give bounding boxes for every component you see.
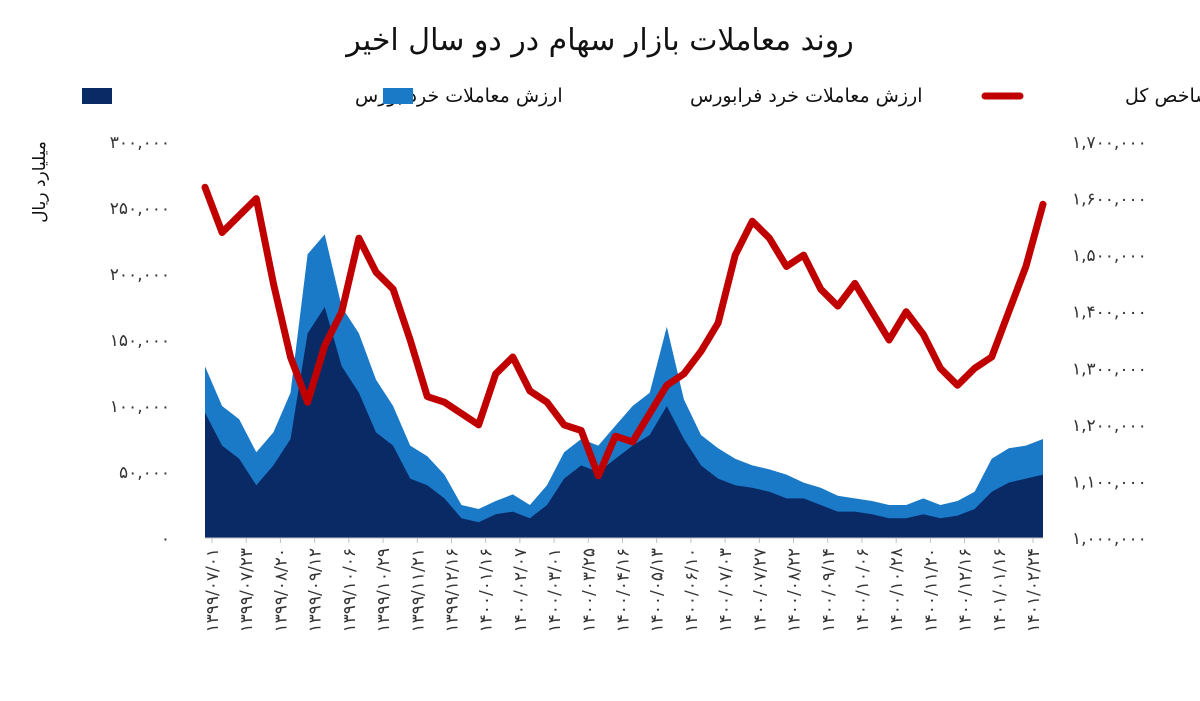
y-tick-right: ۱,۵۰۰,۰۰۰ — [1072, 246, 1147, 266]
y-tick-left: ۲۵۰,۰۰۰ — [110, 199, 170, 219]
area-series-0 — [205, 307, 1043, 538]
x-tick-label: ۱۳۹۹/۱۰/۰۶ — [340, 548, 360, 633]
legend-swatch-bourse — [82, 88, 112, 104]
y-axis-label-left: میلیارد ریال — [30, 141, 50, 223]
y-tick-left: ۵۰,۰۰۰ — [119, 463, 170, 483]
y-tick-right: ۱,۴۰۰,۰۰۰ — [1072, 303, 1147, 323]
x-tick-label: ۱۴۰۰/۰۵/۱۳ — [648, 548, 668, 633]
x-tick-label: ۱۳۹۹/۰۹/۱۲ — [306, 548, 326, 633]
y-tick-right: ۱,۶۰۰,۰۰۰ — [1072, 190, 1147, 210]
x-tick-label: ۱۴۰۰/۰۹/۱۴ — [819, 548, 839, 633]
y-tick-right: ۱,۰۰۰,۰۰۰ — [1072, 529, 1147, 549]
plot-area — [201, 183, 1047, 539]
y-tick-left: ۳۰۰,۰۰۰ — [110, 133, 170, 153]
x-tick-label: ۱۴۰۰/۱۰/۰۶ — [853, 548, 873, 633]
legend-label-farabourse: ارزش معاملات خرد فرابورس — [690, 85, 922, 107]
x-tick-label: ۱۴۰۰/۱۱/۲۰ — [921, 548, 941, 633]
x-tick-label: ۱۴۰۰/۰۱/۱۶ — [477, 548, 497, 633]
y-tick-right: ۱,۲۰۰,۰۰۰ — [1072, 416, 1147, 436]
y-tick-right: ۱,۳۰۰,۰۰۰ — [1072, 359, 1147, 379]
x-tick-label: ۱۴۰۰/۰۷/۲۷ — [750, 548, 770, 633]
x-tick-label: ۱۴۰۰/۰۳/۰۱ — [545, 548, 565, 633]
line-series-index — [201, 183, 1047, 480]
y-tick-right: ۱,۱۰۰,۰۰۰ — [1072, 472, 1147, 492]
y-tick-left: ۱۵۰,۰۰۰ — [110, 331, 170, 351]
x-tick-label: ۱۴۰۱/۰۲/۲۴ — [1024, 548, 1044, 633]
x-tick-label: ۱۳۹۹/۱۱/۲۱ — [408, 548, 428, 633]
y-axis-left: ۳۰۰,۰۰۰ ۲۵۰,۰۰۰ ۲۰۰,۰۰۰ ۱۵۰,۰۰۰ ۱۰۰,۰۰۰ ۵۰,۰۰… — [110, 133, 170, 549]
area-series-1 — [205, 234, 1043, 538]
x-tick-label: ۱۳۹۹/۱۰/۲۹ — [374, 548, 394, 633]
y-tick-left: ۰ — [161, 529, 170, 549]
x-tick-label: ۱۴۰۰/۰۸/۲۲ — [785, 548, 805, 633]
legend-label-index: شاخص کل — [1125, 85, 1200, 107]
x-tick-label: ۱۳۹۹/۰۸/۲۰ — [271, 548, 291, 633]
x-tick-label: ۱۴۰۰/۰۶/۱۰ — [682, 548, 702, 633]
x-tick-label: ۱۳۹۹/۰۷/۰۱ — [203, 548, 223, 633]
x-tick-label: ۱۳۹۹/۱۲/۱۶ — [442, 548, 462, 633]
x-tick-label: ۱۴۰۰/۰۴/۱۶ — [614, 548, 634, 633]
x-axis: ۱۳۹۹/۰۷/۰۱ ۱۳۹۹/۰۷/۲۳ ۱۳۹۹/۰۸/۲۰ ۱۳۹۹/۰۹/۱۲… — [203, 538, 1044, 633]
y-axis-right: ۱,۷۰۰,۰۰۰ ۱,۶۰۰,۰۰۰ ۱,۵۰۰,۰۰۰ ۱,۴۰۰,۰۰۰ ۱,۳۰… — [1072, 133, 1147, 549]
y-tick-left: ۱۰۰,۰۰۰ — [110, 397, 170, 417]
legend: ارزش معاملات خرد بورس ارزش معاملات خرد ف… — [82, 85, 1200, 107]
chart-title: روند معاملات بازار سهام در دو سال اخیر — [344, 23, 853, 58]
y-tick-left: ۲۰۰,۰۰۰ — [110, 265, 170, 285]
x-tick-label: ۱۳۹۹/۰۷/۲۳ — [237, 548, 257, 633]
x-tick-label: ۱۴۰۰/۰۲/۰۷ — [511, 548, 531, 633]
x-tick-label: ۱۴۰۱/۰۱/۱۶ — [990, 548, 1010, 633]
x-tick-label: ۱۴۰۰/۱۲/۱۶ — [956, 548, 976, 633]
x-tick-label: ۱۴۰۰/۱۰/۲۸ — [887, 548, 907, 633]
x-tick-label: ۱۴۰۰/۰۳/۲۵ — [579, 548, 599, 633]
legend-swatch-farabourse — [383, 88, 413, 104]
x-tick-label: ۱۴۰۰/۰۷/۰۳ — [716, 548, 736, 633]
y-tick-right: ۱,۷۰۰,۰۰۰ — [1072, 133, 1147, 153]
